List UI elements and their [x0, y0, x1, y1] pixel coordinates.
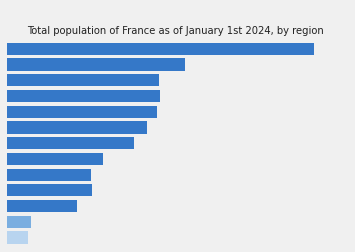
- Bar: [7, 59, 185, 72]
- Bar: [7, 122, 147, 134]
- Bar: [7, 200, 77, 212]
- Title: Total population of France as of January 1st 2024, by region: Total population of France as of January…: [27, 25, 324, 35]
- Bar: [7, 184, 92, 197]
- Bar: [7, 169, 91, 181]
- Bar: [7, 90, 160, 103]
- Bar: [7, 216, 31, 228]
- Bar: [7, 231, 28, 244]
- Bar: [7, 138, 134, 150]
- Bar: [7, 75, 159, 87]
- Bar: [7, 153, 103, 165]
- Bar: [7, 106, 157, 118]
- Bar: [7, 44, 314, 56]
